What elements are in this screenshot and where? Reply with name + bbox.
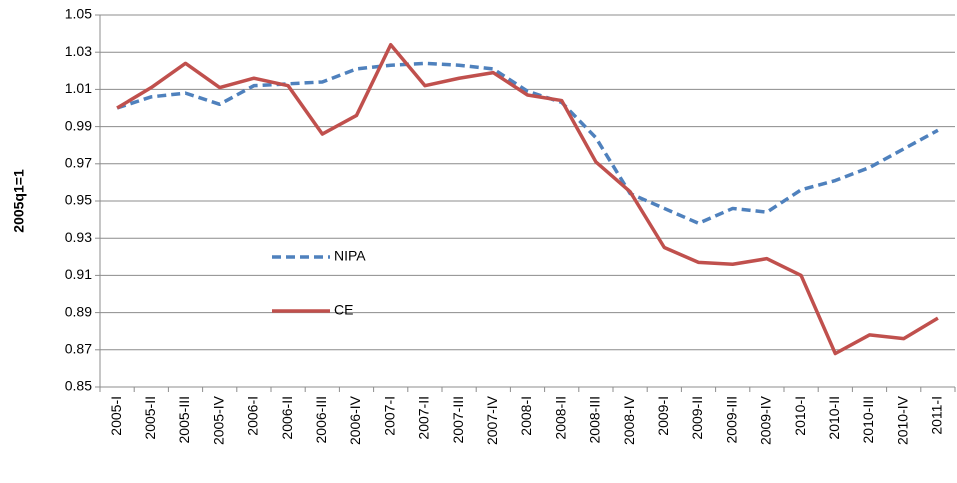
series-line (116, 61, 939, 226)
x-tick-label: 2007-I (381, 396, 397, 436)
x-tick-label: 2010-I (792, 396, 808, 436)
x-tick-label: 2006-II (279, 396, 295, 440)
y-tick-label: 1.03 (65, 43, 92, 59)
y-tick-label: 1.05 (65, 6, 92, 22)
x-tick-label: 2005-II (142, 396, 158, 440)
x-tick-label: 2008-III (587, 396, 603, 443)
y-tick-label: 1.01 (65, 80, 92, 96)
x-tick-label: 2008-II (552, 396, 568, 440)
x-tick-label: 2007-II (416, 396, 432, 440)
series-line (116, 43, 939, 356)
y-tick-label: 0.95 (65, 192, 92, 208)
x-tick-label: 2007-IV (484, 395, 500, 445)
x-tick-label: 2010-II (826, 396, 842, 440)
y-axis-label: 2005q1=1 (11, 169, 27, 233)
x-tick-label: 2010-III (860, 396, 876, 443)
x-tick-label: 2006-IV (347, 395, 363, 445)
x-tick-label: 2010-IV (894, 395, 910, 445)
x-tick-label: 2008-IV (621, 395, 637, 445)
x-tick-label: 2009-III (723, 396, 739, 443)
y-tick-label: 0.87 (65, 341, 92, 357)
y-tick-label: 0.97 (65, 155, 92, 171)
x-tick-label: 2009-IV (758, 395, 774, 445)
legend-label: CE (334, 302, 353, 318)
y-tick-label: 0.99 (65, 117, 92, 133)
x-tick-label: 2009-I (655, 396, 671, 436)
y-tick-label: 0.85 (65, 378, 92, 394)
x-tick-label: 2005-I (108, 396, 124, 436)
legend-label: NIPA (334, 248, 366, 264)
x-tick-label: 2011-I (929, 396, 945, 435)
y-tick-label: 0.93 (65, 229, 92, 245)
x-tick-label: 2009-II (689, 396, 705, 440)
x-tick-label: 2005-IV (210, 395, 226, 445)
y-tick-label: 0.89 (65, 303, 92, 319)
y-tick-label: 0.91 (65, 266, 92, 282)
x-tick-label: 2005-III (176, 396, 192, 443)
x-tick-label: 2008-I (518, 396, 534, 436)
x-tick-label: 2006-III (313, 396, 329, 443)
x-tick-label: 2007-III (450, 396, 466, 443)
x-tick-label: 2006-I (245, 396, 261, 436)
